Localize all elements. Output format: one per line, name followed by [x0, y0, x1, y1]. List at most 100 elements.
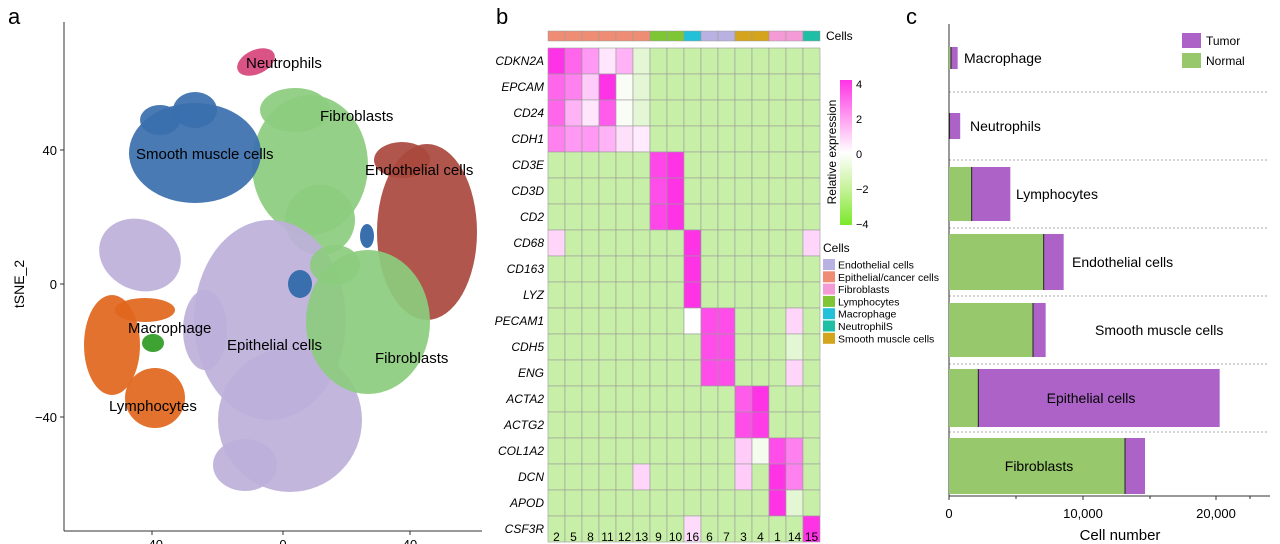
bar-normal [949, 167, 972, 221]
heatmap-cell [768, 359, 787, 387]
heatmap-cell [615, 333, 634, 361]
cell-type-bar-segment [751, 30, 770, 42]
bar-x-tick-label: 20,000 [1196, 506, 1236, 521]
heatmap-cell [751, 151, 770, 179]
heatmap-cell [666, 203, 685, 231]
legend-swatch-normal [1182, 53, 1201, 68]
heatmap-cell [785, 125, 804, 153]
tsne-cluster-labels: Neutrophils Fibroblasts Smooth muscle cell… [109, 55, 473, 415]
bar-chart-x-axis-label: Cell number [1080, 527, 1161, 544]
gene-label: CD2 [520, 210, 544, 224]
heatmap-cell [717, 489, 736, 517]
heatmap-cell [734, 177, 753, 205]
heatmap-cell [802, 255, 821, 283]
heatmap-cell [598, 307, 617, 335]
cell-type-bar-segment [581, 30, 600, 42]
heatmap-cell [666, 489, 685, 517]
heatmap-cell [632, 229, 651, 257]
heatmap-cell [802, 463, 821, 491]
heatmap-cell [768, 437, 787, 465]
heatmap-cell [615, 73, 634, 101]
heatmap-cell [802, 229, 821, 257]
heatmap-cell [700, 307, 719, 335]
cell-type-bar-segment [717, 30, 736, 42]
heatmap-cell [683, 385, 702, 413]
heatmap-cell [632, 99, 651, 127]
heatmap-cell [785, 489, 804, 517]
gene-label: COL1A2 [498, 444, 544, 458]
heatmap-cell [700, 489, 719, 517]
heatmap-cell [683, 47, 702, 75]
heatmap-cell [666, 463, 685, 491]
colorbar-tick-label: −2 [856, 184, 869, 196]
heatmap-cell [564, 255, 583, 283]
heatmap-cell [615, 437, 634, 465]
legend-swatch [823, 308, 835, 320]
colorbar-gradient [840, 80, 852, 225]
heatmap-cell [700, 333, 719, 361]
gene-label: ACTA2 [505, 392, 544, 406]
heatmap-cell [700, 151, 719, 179]
heatmap-cell [666, 125, 685, 153]
heatmap-cell [632, 489, 651, 517]
heatmap-cell [734, 333, 753, 361]
heatmap-cell [700, 73, 719, 101]
heatmap-cell [802, 177, 821, 205]
cluster-smooth-muscle-island [360, 224, 374, 248]
heatmap-cell [802, 73, 821, 101]
gene-label: CDH5 [511, 340, 544, 354]
legend-label-tumor: Tumor [1206, 34, 1240, 48]
heatmap-cell [768, 47, 787, 75]
heatmap-cell [581, 177, 600, 205]
heatmap-cell [768, 489, 787, 517]
gene-label: ACTG2 [503, 418, 544, 432]
panel-c-label: c [906, 4, 917, 29]
heatmap-cell [768, 411, 787, 439]
heatmap-cell [632, 437, 651, 465]
heatmap-cell [649, 281, 668, 309]
heatmap-cell [547, 307, 566, 335]
heatmap-cell [547, 229, 566, 257]
bar-tumor [971, 167, 1011, 221]
heatmap-cell [802, 411, 821, 439]
tsne-plot: 40 0 −40 −40 0 40 tSNE_2 Neutrophils Fibrobla… [11, 22, 482, 544]
heatmap-cell [598, 229, 617, 257]
heatmap-legend: Cells Endothelial cellsEpithelial/cancer… [823, 241, 939, 345]
bar-row-endothelial-cells: Endothelial cells [949, 234, 1173, 290]
heatmap-cell [564, 151, 583, 179]
heatmap-cell [649, 307, 668, 335]
heatmap-cell [564, 411, 583, 439]
cluster-region [84, 295, 140, 395]
cluster-neutrophils [237, 48, 275, 76]
legend-label: NeutrophilS [838, 321, 893, 333]
heatmap-cell [649, 463, 668, 491]
heatmap-cell [581, 333, 600, 361]
heatmap-cell [649, 99, 668, 127]
heatmap-cell [547, 359, 566, 387]
heatmap-cell [734, 411, 753, 439]
heatmap-cell [751, 177, 770, 205]
heatmap-cell [564, 437, 583, 465]
heatmap-cell [802, 515, 821, 543]
heatmap-cell [768, 463, 787, 491]
heatmap-cell [785, 151, 804, 179]
heatmap-cell [564, 229, 583, 257]
colorbar-tick-label: 0 [856, 149, 862, 161]
heatmap-cell [717, 385, 736, 413]
colorbar: 4 2 0 −2 −4 Relative expression [825, 79, 869, 231]
bar-normal [949, 303, 1033, 357]
heatmap-cell [785, 333, 804, 361]
gene-label: CDKN2A [495, 54, 544, 68]
bar-category-label: Macrophage [964, 50, 1042, 66]
heatmap-cell [734, 463, 753, 491]
heatmap-cell [717, 463, 736, 491]
heatmap-cell [785, 255, 804, 283]
bar-chart-x-ticks: 0 10,000 20,000 [945, 496, 1251, 521]
legend-label: Lymphocytes [838, 296, 899, 308]
cell-type-bar-segment [666, 30, 685, 42]
heatmap-cell [666, 255, 685, 283]
heatmap-cell [768, 73, 787, 101]
heatmap-cell [683, 99, 702, 127]
heatmap-cell [802, 385, 821, 413]
bar-category-label: Lymphocytes [1016, 186, 1098, 202]
